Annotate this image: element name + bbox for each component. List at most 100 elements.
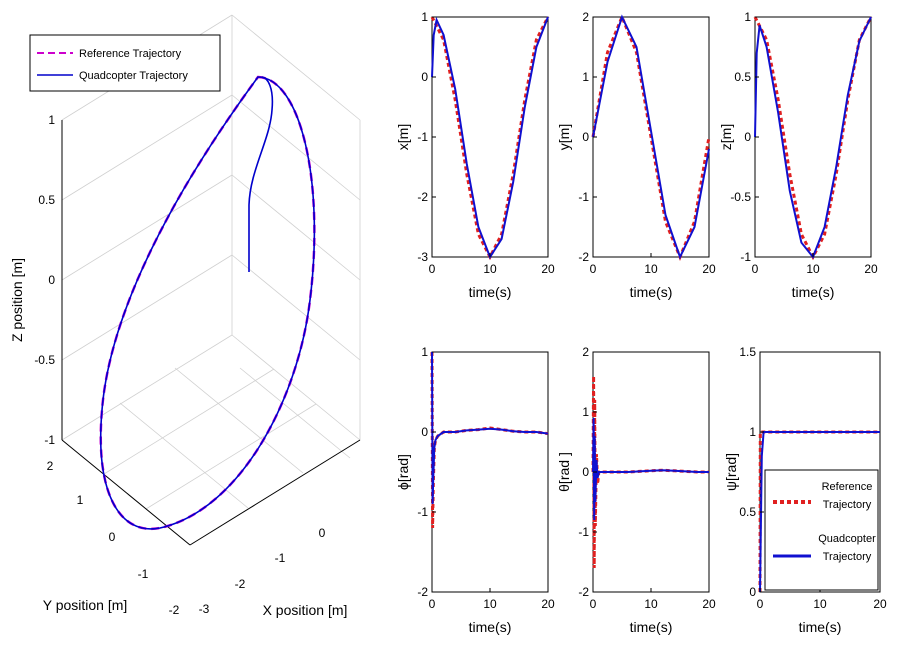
y-tick-label: 0 xyxy=(749,585,756,599)
y-tick-label: -1 xyxy=(740,250,751,264)
x-tick-label: 10 xyxy=(644,262,658,276)
plot3d: 1 0.5 0 -0.5 -1 2 1 0 -1 -2 -3 -2 -1 0 Z… xyxy=(9,14,361,618)
y-tick: 2 xyxy=(47,459,54,473)
y-axis-label: ψ[rad] xyxy=(723,453,739,491)
x-tick-label: 0 xyxy=(429,262,436,276)
y-tick-label: 0.5 xyxy=(739,505,756,519)
y-tick-label: 0 xyxy=(421,425,428,439)
y-tick-label: 1 xyxy=(582,405,589,419)
legend: Reference Trajectory Quadcopter Trajectory xyxy=(764,469,879,591)
x-tick-label: 20 xyxy=(873,597,887,611)
y-tick-label: 1 xyxy=(744,10,751,24)
y-tick-label: -1 xyxy=(578,525,589,539)
x-tick-label: 10 xyxy=(644,597,658,611)
plot3d-axes xyxy=(61,120,361,546)
y-tick-label: 1 xyxy=(582,70,589,84)
x-tick-label: 20 xyxy=(541,262,555,276)
x-tick-label: 0 xyxy=(590,597,597,611)
x-axis-label: time(s) xyxy=(469,619,512,635)
y-tick-label: 0 xyxy=(582,130,589,144)
y-tick: -1 xyxy=(138,567,149,581)
y-tick: 0 xyxy=(109,530,116,544)
quadcopter-trajectory-line xyxy=(431,351,549,505)
x-tick-label: 10 xyxy=(483,597,497,611)
x-tick-label: 20 xyxy=(702,262,716,276)
plot3d-grid xyxy=(61,14,361,510)
y-tick-label: 0.5 xyxy=(734,70,751,84)
x-tick-label: 20 xyxy=(864,262,878,276)
x-axis-label: time(s) xyxy=(799,619,842,635)
plot-area xyxy=(431,16,549,258)
x-axis-label: time(s) xyxy=(630,619,673,635)
y-tick-label: -2 xyxy=(578,250,589,264)
quadcopter-trajectory-3d xyxy=(100,76,316,530)
y-tick-label: 0 xyxy=(421,70,428,84)
y-tick-label: 2 xyxy=(582,10,589,24)
x-axis-label: time(s) xyxy=(630,284,673,300)
z-tick: 0 xyxy=(48,273,55,287)
x-axis-label: time(s) xyxy=(469,284,512,300)
reference-trajectory-3d xyxy=(99,75,316,531)
y-tick-label: 1 xyxy=(421,345,428,359)
legend-box xyxy=(764,469,879,591)
plot-area xyxy=(754,16,872,258)
y-axis-label: x[m] xyxy=(395,124,411,150)
x-tick: -2 xyxy=(235,577,246,591)
x-tick-label: 10 xyxy=(483,262,497,276)
legend-entry: Quadcopter Trajectory xyxy=(79,70,188,82)
legend-3d: Reference Trajectory Quadcopter Trajecto… xyxy=(29,34,221,92)
z-tick: -1 xyxy=(44,433,55,447)
y-tick-label: -2 xyxy=(417,190,428,204)
y-axis-label: z[m] xyxy=(718,124,734,150)
y-axis-label: y[m] xyxy=(556,124,572,150)
x-tick-label: 0 xyxy=(752,262,759,276)
x-axis-label: time(s) xyxy=(792,284,835,300)
x-tick: -1 xyxy=(275,551,286,565)
y-tick: -2 xyxy=(169,603,180,617)
y-tick-label: -0.5 xyxy=(730,190,751,204)
y-axis-label: Y position [m] xyxy=(43,597,128,613)
z-axis-label: Z position [m] xyxy=(9,258,25,342)
reference-trajectory-line xyxy=(591,13,711,261)
quadcopter-trajectory-line xyxy=(592,14,710,260)
x-tick-label: 0 xyxy=(429,597,436,611)
y-tick-label: -1 xyxy=(417,505,428,519)
y-tick-label: -1 xyxy=(417,130,428,144)
y-tick-label: -2 xyxy=(578,585,589,599)
x-tick: 0 xyxy=(319,526,326,540)
x-axis-label: X position [m] xyxy=(263,602,348,618)
y-tick-label: -3 xyxy=(417,250,428,264)
y-tick-label: 2 xyxy=(582,345,589,359)
y-axis-label: θ[rad ] xyxy=(556,452,572,492)
x-tick-label: 0 xyxy=(757,597,764,611)
plot-area xyxy=(431,351,549,593)
z-tick: 0.5 xyxy=(38,193,55,207)
x-tick-label: 10 xyxy=(806,262,820,276)
quadcopter-trajectory-line xyxy=(431,16,549,260)
legend-entry-text: Trajectory xyxy=(823,499,872,511)
x-tick-label: 10 xyxy=(813,597,827,611)
quadcopter-initial-path-3d xyxy=(248,76,274,272)
subplot-6: 1.5 1 0.5 00 10 20 time(s) ψ[rad] Reference Traje… xyxy=(723,345,887,635)
y-tick-label: 1 xyxy=(749,425,756,439)
x-tick-label: 0 xyxy=(590,262,597,276)
z-tick: 1 xyxy=(48,113,55,127)
x-tick-label: 20 xyxy=(541,597,555,611)
x-tick-label: 20 xyxy=(702,597,716,611)
y-tick-label: -1 xyxy=(578,190,589,204)
y-tick-label: -2 xyxy=(417,585,428,599)
legend-entry-text: Trajectory xyxy=(823,551,872,563)
x-tick: -3 xyxy=(199,602,210,616)
legend-entry: Reference Trajectory xyxy=(79,48,182,60)
y-tick-label: 0 xyxy=(582,465,589,479)
z-tick: -0.5 xyxy=(34,353,55,367)
y-tick-label: 1 xyxy=(421,10,428,24)
legend-entry-text: Reference xyxy=(822,481,873,493)
y-axis-label: ϕ[rad] xyxy=(395,454,411,490)
